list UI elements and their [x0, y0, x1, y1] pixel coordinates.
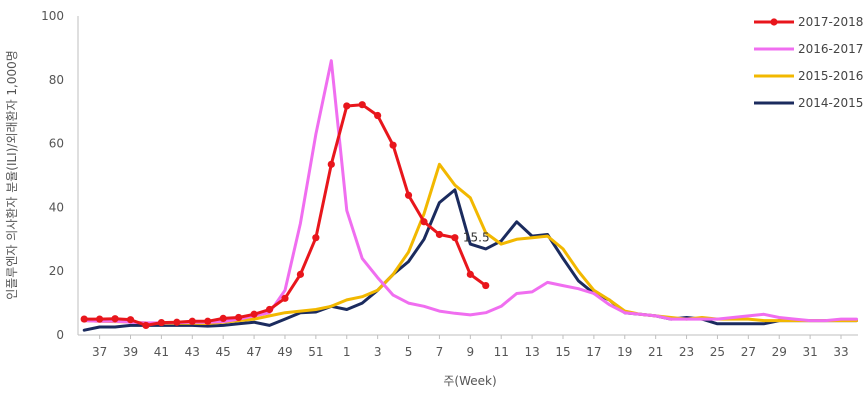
x-tick-label: 27	[741, 345, 756, 359]
series-2014-2015	[82, 188, 858, 332]
data-point	[235, 313, 243, 322]
data-point	[312, 234, 320, 242]
data-point	[126, 316, 135, 324]
x-tick-label: 47	[246, 345, 261, 359]
x-tick-label: 49	[277, 345, 292, 359]
x-tick-label: 23	[679, 345, 694, 359]
x-tick-label: 9	[466, 345, 474, 359]
x-tick-label: 11	[494, 345, 509, 359]
x-tick-label: 5	[405, 345, 413, 359]
x-tick-label: 31	[802, 345, 817, 359]
x-tick-label: 45	[216, 345, 231, 359]
data-point	[204, 317, 212, 325]
data-point	[343, 102, 351, 110]
legend-item-2015-2016: 2015-2016	[754, 69, 863, 83]
data-point	[451, 234, 459, 242]
y-tick-label: 20	[49, 264, 64, 278]
data-point	[389, 141, 397, 149]
x-tick-label: 15	[555, 345, 570, 359]
data-point	[142, 321, 150, 330]
y-tick-label: 60	[49, 137, 64, 151]
x-tick-label: 33	[833, 345, 848, 359]
series-line-2016-2017	[82, 59, 858, 325]
x-tick-label: 39	[123, 345, 138, 359]
data-point	[188, 317, 196, 325]
y-tick-label: 0	[56, 328, 64, 342]
data-point	[482, 281, 490, 290]
series-line-2014-2015	[82, 188, 858, 332]
y-axis-title: 인플루엔자 의사환자 분율(ILI)/외래환자 1,000명	[5, 50, 19, 300]
legend-label: 2016-2017	[798, 42, 863, 56]
x-tick-label: 29	[772, 345, 787, 359]
x-tick-label: 13	[524, 345, 539, 359]
data-point	[374, 111, 382, 120]
x-tick-label: 17	[586, 345, 601, 359]
data-point	[404, 191, 413, 199]
legend-label: 2014-2015	[798, 96, 863, 110]
data-point	[296, 270, 305, 278]
legend-label: 2015-2016	[798, 69, 863, 83]
legend-label: 2017-2018	[798, 15, 863, 29]
data-point	[281, 294, 289, 302]
data-point	[96, 315, 104, 323]
legend-item-2017-2018: 2017-2018	[754, 15, 863, 29]
data-point	[173, 318, 181, 326]
data-point	[219, 314, 227, 323]
x-tick-label: 51	[308, 345, 323, 359]
y-tick-label: 40	[49, 200, 64, 214]
y-tick-label: 80	[49, 73, 64, 87]
data-point	[250, 310, 258, 318]
legend-marker	[770, 18, 778, 26]
data-point	[111, 315, 119, 323]
x-tick-label: 41	[154, 345, 169, 359]
series-2017-2018	[80, 101, 490, 330]
data-point	[80, 315, 88, 323]
x-tick-label: 3	[374, 345, 382, 359]
legend: 2017-2018 2016-2017 2015-2016 2014-2015	[754, 15, 863, 110]
series-2016-2017	[82, 59, 858, 325]
data-point	[358, 101, 366, 109]
data-point	[420, 218, 428, 226]
x-tick-label: 37	[92, 345, 107, 359]
data-point	[466, 270, 474, 278]
x-axis-title: 주(Week)	[443, 374, 496, 388]
legend-item-2014-2015: 2014-2015	[754, 96, 863, 110]
data-point	[157, 318, 166, 327]
data-label: 15.5	[463, 231, 490, 245]
y-tick-label: 100	[41, 9, 64, 23]
legend-item-2016-2017: 2016-2017	[754, 42, 863, 56]
data-point	[265, 305, 274, 314]
data-point	[435, 230, 444, 239]
x-tick-label: 1	[343, 345, 351, 359]
x-tick-label: 43	[185, 345, 200, 359]
x-tick-label: 19	[617, 345, 632, 359]
data-point	[327, 160, 335, 168]
series-layer: 15.5	[80, 59, 858, 332]
x-tick-label: 25	[710, 345, 725, 359]
x-tick-label: 21	[648, 345, 663, 359]
x-tick-label: 7	[436, 345, 444, 359]
